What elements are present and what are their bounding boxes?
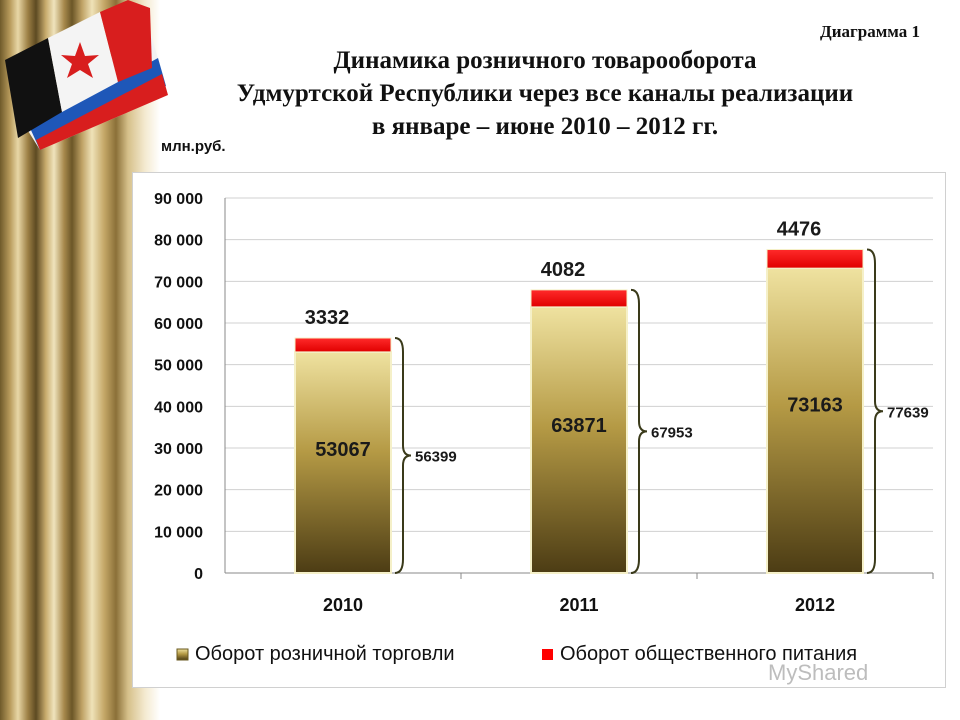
y-tick-label: 50 000: [154, 358, 203, 375]
unit-label: млн.руб.: [161, 138, 226, 155]
y-tick-label: 80 000: [154, 233, 203, 250]
bar-retail-2012: [766, 267, 864, 574]
bar-catering-2011: [530, 289, 628, 308]
chart-title: Динамика розничного товарооборота Удмурт…: [150, 44, 940, 143]
title-line-3: в январе – июне 2010 – 2012 гг.: [371, 113, 719, 140]
data-label-catering-2011: 4082: [541, 259, 586, 281]
title-line-1: Динамика розничного товарооборота: [333, 47, 757, 74]
legend-label-catering: Оборот общественного питания: [560, 643, 857, 665]
y-tick-label: 70 000: [154, 274, 203, 291]
data-label-retail-2012: 73163: [787, 394, 843, 416]
y-tick-label: 10 000: [154, 524, 203, 541]
y-tick-label: 40 000: [154, 399, 203, 416]
bar-retail-2010: [294, 350, 392, 574]
data-label-total-2010: 56399: [415, 449, 457, 466]
bar-catering-2010: [294, 337, 392, 353]
bar-catering-2012: [766, 249, 864, 269]
total-brace-2010: [394, 337, 412, 574]
data-label-total-2012: 77639: [887, 404, 929, 421]
legend-swatch-retail: [176, 648, 189, 661]
y-tick-label: 30 000: [154, 441, 203, 458]
y-tick-label: 0: [194, 566, 203, 583]
udmurt-russia-flag-emblem: [5, 0, 168, 150]
chart-frame: 0 10 000 20 000 30 000 40 000 50 000 60 000 70 …: [132, 172, 946, 688]
watermark: MyShared: [768, 660, 869, 685]
y-tick-label: 60 000: [154, 316, 203, 333]
title-line-2: Удмуртской Республики через все каналы р…: [236, 80, 854, 107]
bar-retail-2011: [530, 305, 628, 575]
legend-swatch-catering: [542, 649, 553, 660]
data-label-catering-2010: 3332: [305, 307, 350, 329]
data-label-catering-2012: 4476: [777, 219, 822, 241]
x-tick-label-2010: 2010: [323, 595, 363, 615]
diagram-label: Диаграмма 1: [820, 22, 920, 41]
x-tick-label-2011: 2011: [559, 595, 598, 615]
x-tick-label-2012: 2012: [795, 595, 835, 615]
data-label-retail-2010: 53067: [315, 439, 371, 461]
total-brace-2012: [866, 248, 884, 574]
stacked-bar-chart: 0 10 000 20 000 30 000 40 000 50 000 60 000 70 …: [154, 191, 934, 665]
total-brace-2011: [630, 288, 648, 574]
data-label-retail-2011: 63871: [551, 415, 607, 437]
data-label-total-2011: 67953: [651, 424, 693, 441]
y-tick-label: 90 000: [154, 191, 203, 208]
y-tick-label: 20 000: [154, 483, 203, 500]
legend-label-retail: Оборот розничной торговли: [195, 643, 455, 665]
